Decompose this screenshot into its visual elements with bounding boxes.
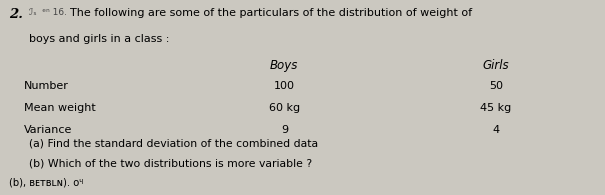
Text: 2.: 2.	[9, 8, 23, 21]
Text: Variance: Variance	[24, 125, 73, 135]
Text: 60 kg: 60 kg	[269, 103, 300, 113]
Text: 4: 4	[492, 125, 500, 135]
Text: (b), ʙᴇᴛʙʟɴ). oᶣ: (b), ʙᴇᴛʙʟɴ). oᶣ	[9, 177, 83, 187]
Text: Number: Number	[24, 81, 69, 91]
Text: Girls: Girls	[483, 59, 509, 72]
Text: 45 kg: 45 kg	[480, 103, 512, 113]
Text: (a) Find the standard deviation of the combined data: (a) Find the standard deviation of the c…	[29, 139, 318, 149]
Text: 50: 50	[489, 81, 503, 91]
Text: The following are some of the particulars of the distribution of weight of: The following are some of the particular…	[70, 8, 472, 18]
Text: 9: 9	[281, 125, 288, 135]
Text: boys and girls in a class :: boys and girls in a class :	[29, 34, 169, 43]
Text: ℐₛ  ᵉⁿ 16.: ℐₛ ᵉⁿ 16.	[29, 8, 67, 17]
Text: Boys: Boys	[270, 59, 298, 72]
Text: 100: 100	[274, 81, 295, 91]
Text: (b) Which of the two distributions is more variable ?: (b) Which of the two distributions is mo…	[29, 158, 312, 168]
Text: Mean weight: Mean weight	[24, 103, 96, 113]
